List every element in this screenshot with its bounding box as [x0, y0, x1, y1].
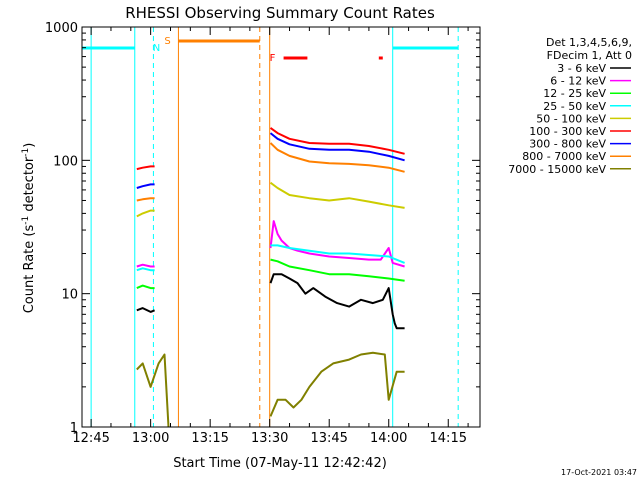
series-line-1-segment-1	[269, 220, 405, 268]
series-layer	[136, 127, 405, 428]
x-tick-label: 13:00	[132, 431, 169, 446]
observing-markers: NS F	[82, 27, 459, 427]
series-line-0-segment-1	[269, 273, 405, 330]
series-line-2-segment-0	[136, 284, 155, 290]
x-tick-label: 14:00	[370, 431, 407, 446]
y-tick-label: 1	[70, 421, 78, 436]
series-line-6-segment-1	[269, 132, 405, 162]
series-line-7-segment-1	[269, 142, 405, 173]
series-line-8-segment-1	[269, 351, 405, 417]
series-line-4-segment-0	[136, 209, 155, 218]
axes: 12:45 13:00 13:15 13:30 13:45 14:00 14:15 1 10 10…	[45, 21, 481, 446]
series-line-3-segment-1	[270, 244, 405, 264]
x-tick-label: 12:45	[72, 431, 109, 446]
y-axis-label: Count Rate (s-1 detector-1)	[21, 143, 37, 314]
y-tick-label: 100	[53, 154, 78, 169]
series-line-1-segment-0	[136, 263, 155, 268]
series-line-6-segment-0	[136, 183, 155, 189]
flare-label: F	[270, 53, 276, 64]
legend-entry-label: 300 - 800 keV	[529, 138, 606, 151]
y-tick-label: 1000	[45, 21, 78, 36]
x-axis-label: Start Time (07-May-11 12:42:42)	[173, 456, 387, 471]
series-line-0-segment-0	[136, 307, 155, 313]
legend-entry-label: 6 - 12 keV	[550, 75, 606, 88]
chart-title: RHESSI Observing Summary Count Rates	[125, 4, 435, 22]
series-line-7-segment-0	[136, 197, 155, 202]
series-line-3-segment-0	[136, 267, 155, 272]
legend-entry-label: 100 - 300 keV	[529, 125, 606, 138]
legend-entry-label: 3 - 6 keV	[557, 62, 606, 75]
x-tick-label: 14:15	[430, 431, 467, 446]
legend-entry-label: 25 - 50 keV	[543, 100, 606, 113]
legend-entry-label: 50 - 100 keV	[536, 112, 606, 125]
series-line-5-segment-0	[136, 165, 155, 171]
series-line-2-segment-1	[270, 258, 405, 282]
series-line-5-segment-1	[269, 127, 405, 155]
legend-entry-label: 12 - 25 keV	[543, 87, 606, 100]
generated-timestamp: 17-Oct-2021 03:47	[561, 468, 637, 477]
legend: Det 1,3,4,5,6,9,FDecim 1, Att 03 - 6 keV…	[508, 36, 632, 176]
x-tick-label: 13:15	[191, 431, 228, 446]
plot-frame	[81, 26, 481, 428]
saa-label: S	[164, 36, 170, 47]
legend-entry-label: 800 - 7000 keV	[522, 150, 606, 163]
legend-header-line: FDecim 1, Att 0	[547, 49, 632, 62]
legend-header-line: Det 1,3,4,5,6,9,	[546, 36, 632, 49]
series-line-8-segment-0	[136, 353, 170, 428]
x-tick-label: 13:45	[310, 431, 347, 446]
legend-entry-label: 7000 - 15000 keV	[508, 163, 606, 176]
y-tick-label: 10	[61, 288, 78, 303]
series-line-4-segment-1	[269, 181, 405, 209]
night-label: N	[153, 43, 160, 54]
x-tick-label: 13:30	[251, 431, 288, 446]
